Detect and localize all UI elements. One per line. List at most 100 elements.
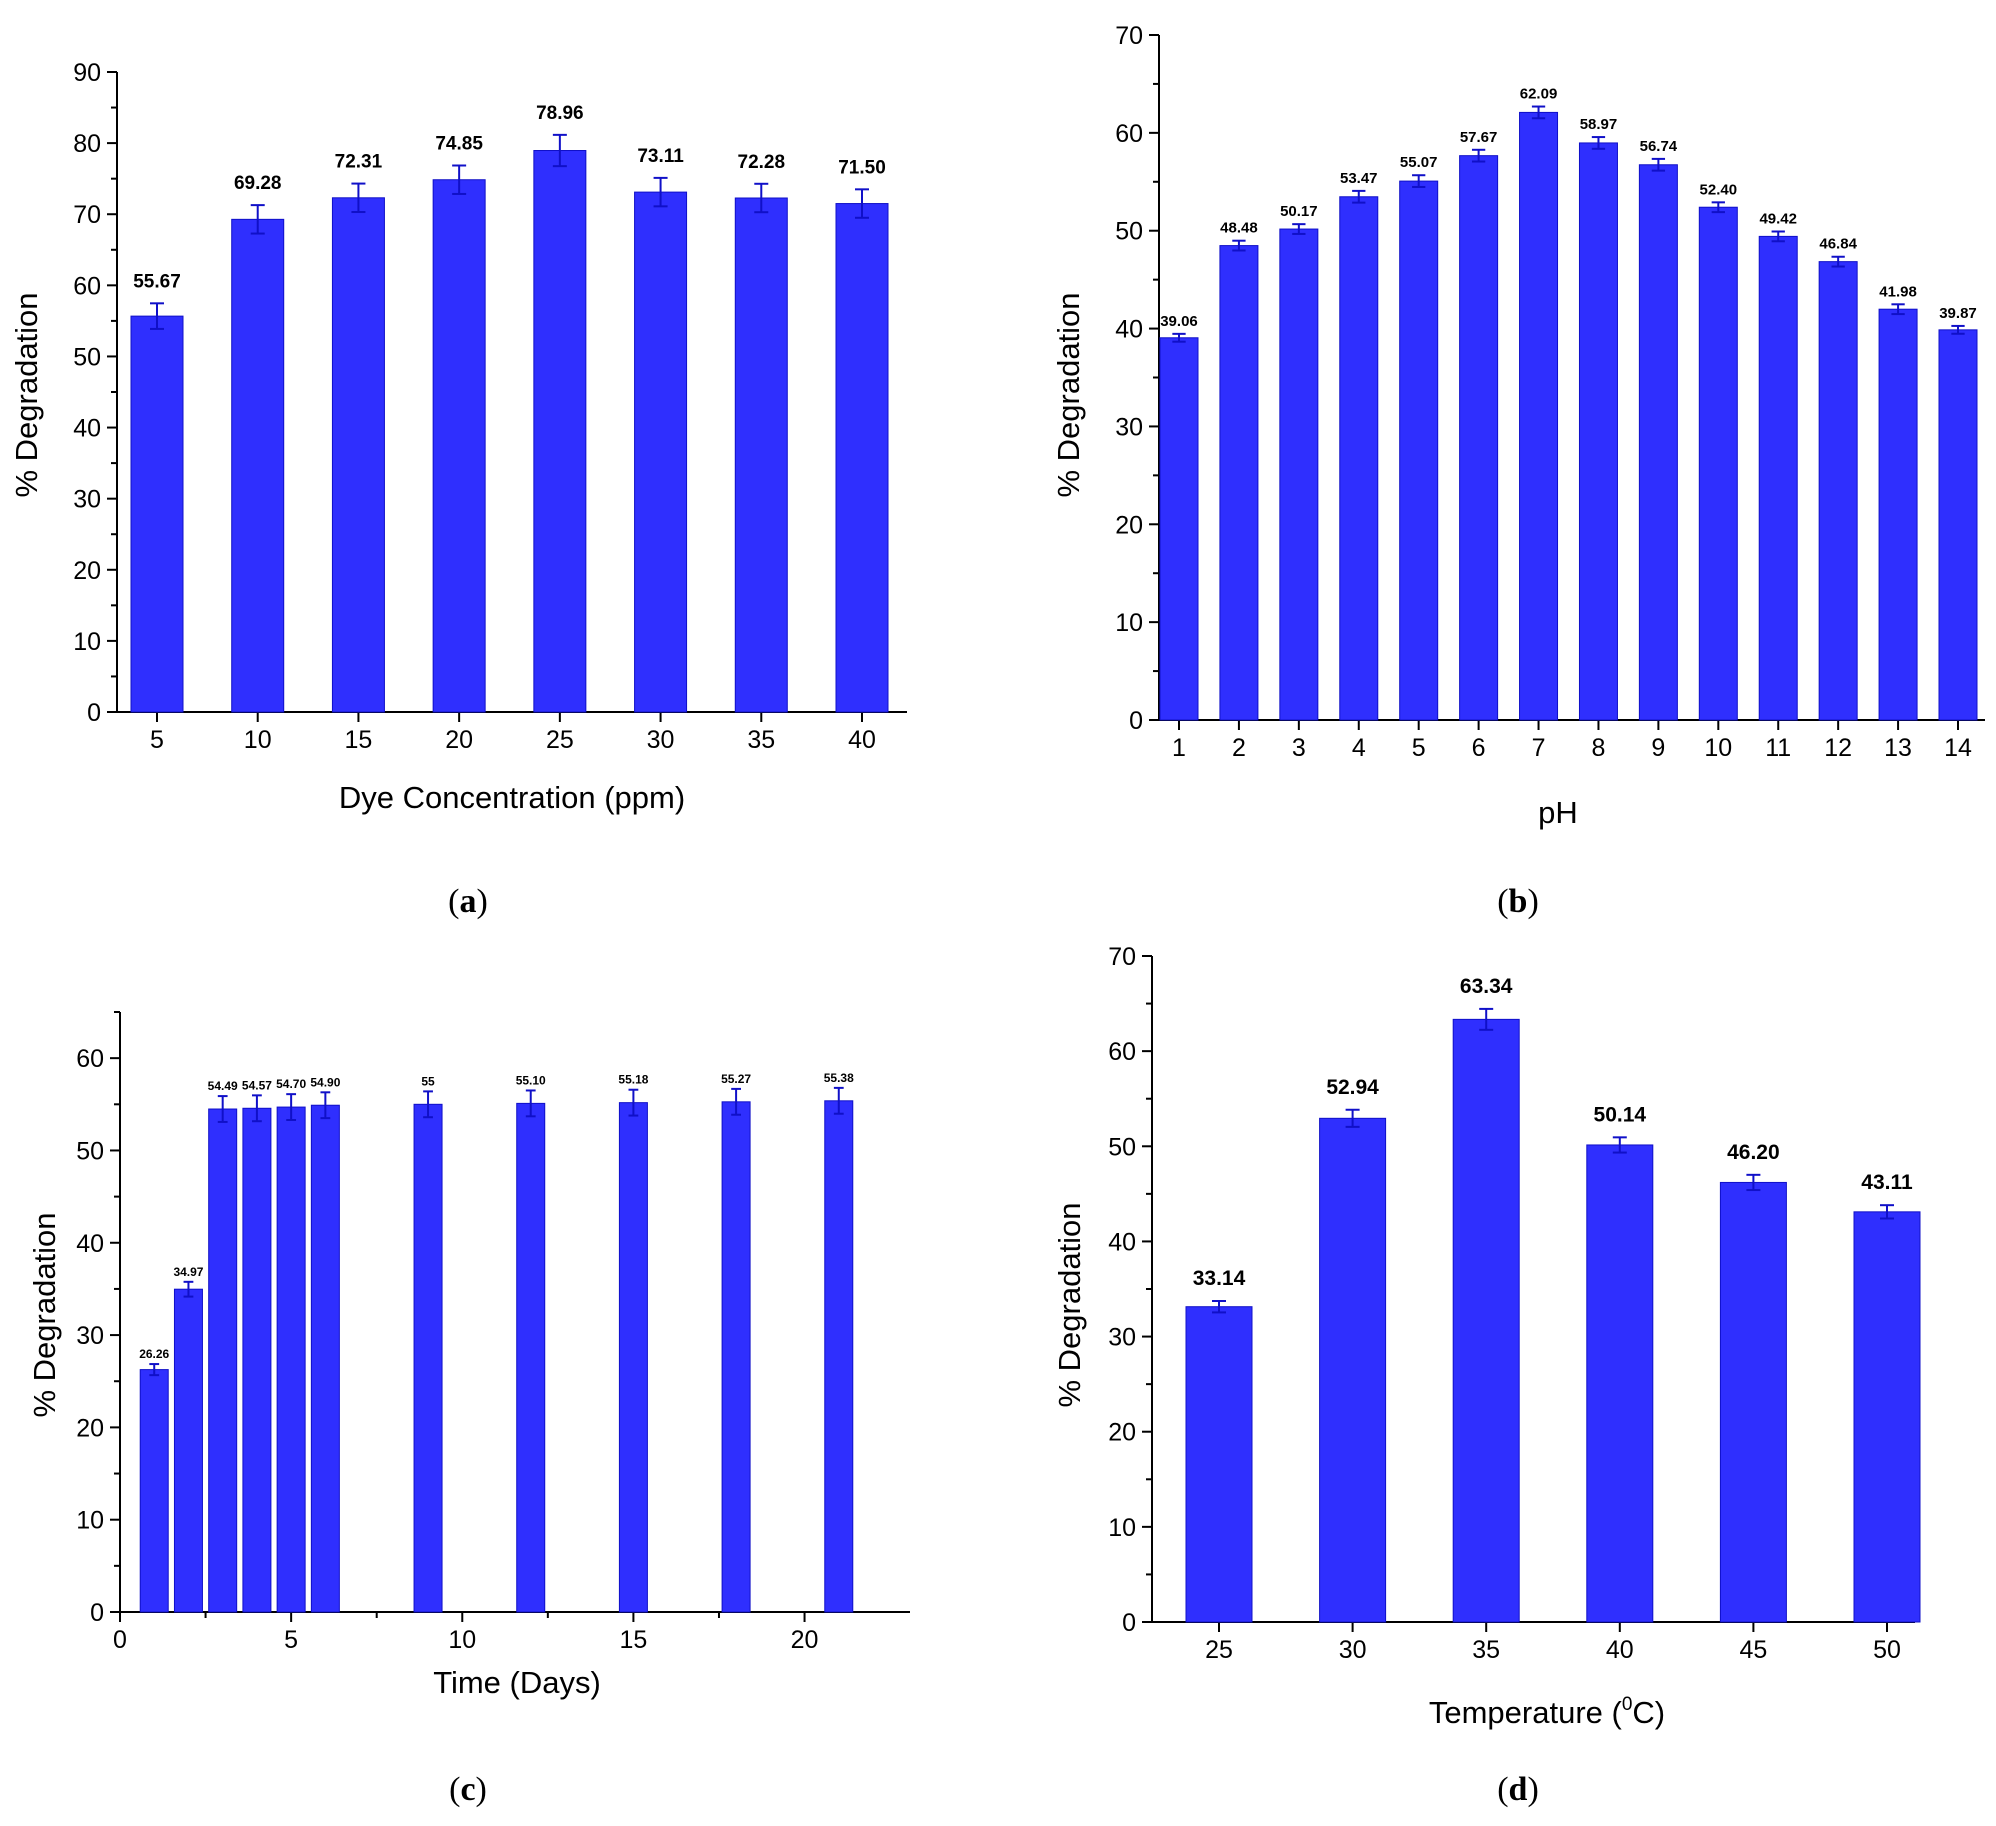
chart-a-panel-letter: a [460, 883, 477, 920]
chart-c-bar [310, 1104, 340, 1613]
chart-d-data-label: 50.14 [1594, 1103, 1647, 1126]
chart-d-x-tick-label: 50 [1873, 1636, 1901, 1664]
chart-c-data-label: 55 [421, 1074, 435, 1088]
chart-b-data-label: 53.47 [1340, 170, 1378, 187]
chart-a-y-tick-label: 40 [73, 415, 101, 443]
chart-c-y-tick-label: 30 [76, 1322, 104, 1350]
chart-b-y-tick-label: 40 [1115, 316, 1143, 344]
chart-b-bar [1818, 261, 1858, 721]
chart-b-data-label: 52.40 [1700, 181, 1738, 198]
chart-b-y-tick-label: 70 [1115, 22, 1143, 50]
chart-b-x-tick-label: 5 [1412, 734, 1426, 762]
chart-a-x-tick-label: 35 [747, 726, 775, 754]
chart-c-bar [413, 1103, 443, 1613]
chart-c-data-label: 55.18 [618, 1073, 648, 1087]
chart-a-data-label: 74.85 [435, 134, 483, 155]
chart-d-data-label: 52.94 [1326, 1076, 1379, 1099]
chart-d-xlabel-end: C) [1632, 1695, 1665, 1730]
chart-d-bar [1586, 1144, 1654, 1623]
chart-d-y-tick-label: 0 [1122, 1609, 1136, 1637]
chart-a-x-tick-label: 25 [546, 726, 574, 754]
chart-a-x-tick-label: 30 [647, 726, 675, 754]
chart-a-ylabel: % Degradation [9, 292, 44, 497]
chart-b-x-tick-label: 6 [1472, 734, 1486, 762]
chart-b-data-label: 39.87 [1939, 305, 1977, 322]
chart-d-bar [1319, 1117, 1387, 1623]
chart-c-data-label: 54.57 [242, 1078, 272, 1092]
chart-a: Dye Concentration (ppm) % Degradation (a… [9, 59, 907, 920]
chart-c-xlabel: Time (Days) [433, 1665, 601, 1700]
chart-b-xlabel: pH [1538, 795, 1578, 830]
chart-d-ylabel: % Degradation [1052, 1202, 1087, 1407]
chart-c-bar [721, 1101, 751, 1613]
chart-d-x-tick-label: 30 [1339, 1636, 1367, 1664]
chart-d-xlabel-superscript: 0 [1622, 1694, 1633, 1715]
chart-b-bar [1938, 329, 1978, 721]
chart-b-x-tick-label: 2 [1232, 734, 1246, 762]
chart-c-bar [139, 1369, 169, 1613]
chart-a-x-tick-label: 5 [150, 726, 164, 754]
chart-d-data-label: 63.34 [1460, 975, 1513, 998]
chart-c-bar [516, 1102, 546, 1613]
chart-d-data-label: 33.14 [1193, 1267, 1246, 1290]
chart-c: Time (Days) % Degradation (c) 0 10 20 30 40 5… [27, 1011, 910, 1808]
chart-d-bar [1185, 1306, 1253, 1623]
chart-d-y-tick-label: 70 [1108, 943, 1136, 971]
chart-b-x-tick-label: 4 [1352, 734, 1366, 762]
chart-a-panel-label: (a) [448, 883, 488, 920]
chart-b-data-label: 46.84 [1819, 236, 1857, 253]
chart-d-xlabel: Temperature (0C) [1429, 1694, 1665, 1730]
chart-a-y-tick-label: 60 [73, 272, 101, 300]
chart-a-data-label: 73.11 [637, 146, 684, 167]
chart-b-y-tick-label: 30 [1115, 413, 1143, 441]
chart-c-bar [618, 1102, 648, 1613]
chart-c-x-tick-label: 5 [284, 1626, 298, 1654]
chart-b-bar [1159, 337, 1199, 721]
chart-a-data-label: 69.28 [234, 173, 282, 194]
chart-c-data-label: 55.27 [721, 1072, 751, 1086]
chart-a-bar [130, 315, 184, 713]
chart-c-panel-letter: c [460, 1771, 475, 1808]
chart-c-bar [242, 1107, 272, 1613]
chart-d-y-tick-label: 10 [1108, 1514, 1136, 1542]
chart-a-bar [634, 191, 688, 713]
chart-c-x-tick-label: 0 [113, 1626, 127, 1654]
chart-b-x-tick-label: 10 [1704, 734, 1732, 762]
chart-a-x-tick-label: 10 [244, 726, 272, 754]
chart-b-bar [1698, 206, 1738, 721]
chart-b-y-tick-label: 10 [1115, 609, 1143, 637]
chart-b-bar [1459, 155, 1499, 721]
chart-a-x-tick-label: 20 [445, 726, 473, 754]
chart-b-x-tick-label: 11 [1765, 734, 1791, 762]
chart-d-y-tick-label: 60 [1108, 1038, 1136, 1066]
chart-d-bar [1452, 1018, 1520, 1623]
chart-c-y-tick-label: 0 [90, 1599, 104, 1627]
chart-b-data-label: 50.17 [1280, 203, 1318, 220]
chart-b-x-tick-label: 8 [1592, 734, 1606, 762]
chart-a-bar [432, 179, 486, 713]
chart-b-bar [1219, 245, 1259, 721]
chart-a-y-tick-label: 70 [73, 201, 101, 229]
chart-b-data-label: 58.97 [1580, 116, 1618, 133]
chart-a-xlabel: Dye Concentration (ppm) [339, 780, 685, 815]
chart-c-data-label: 54.49 [208, 1079, 238, 1093]
chart-d-bar [1853, 1211, 1921, 1623]
chart-c-bar [208, 1108, 238, 1613]
chart-b-bar [1519, 111, 1559, 721]
chart-d-data-label: 46.20 [1727, 1141, 1780, 1164]
chart-d-panel-letter: d [1509, 1771, 1528, 1808]
chart-b-bar [1638, 164, 1678, 721]
chart-b-data-label: 62.09 [1520, 86, 1558, 103]
chart-b-bar [1279, 228, 1319, 721]
chart-b-data-label: 57.67 [1460, 129, 1498, 146]
chart-d-y-tick-label: 40 [1108, 1228, 1136, 1256]
chart-c-data-label: 34.97 [173, 1265, 203, 1279]
chart-d-xlabel-text: Temperature ( [1429, 1695, 1623, 1730]
chart-b-data-label: 39.06 [1160, 313, 1198, 330]
chart-b-data-label: 49.42 [1759, 210, 1797, 227]
chart-b-y-tick-label: 0 [1129, 707, 1143, 735]
chart-b-x-tick-label: 12 [1824, 734, 1852, 762]
chart-b-data-label: 41.98 [1879, 283, 1917, 300]
